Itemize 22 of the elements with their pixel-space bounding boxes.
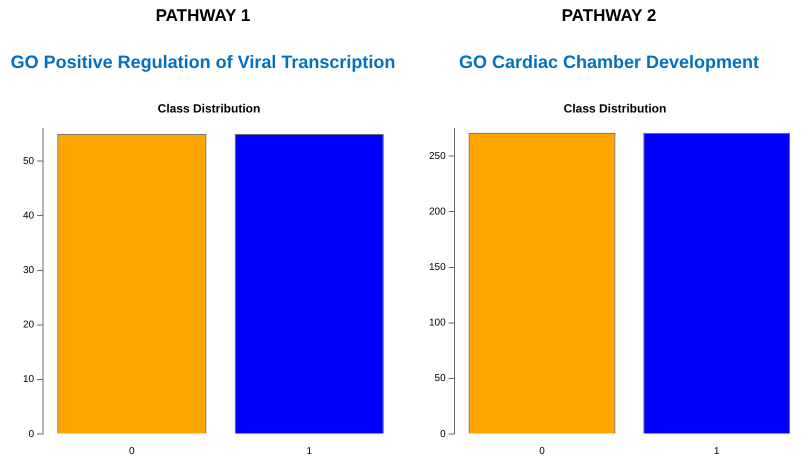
y-tick-label: 150 xyxy=(428,262,446,274)
y-tick-label: 50 xyxy=(434,373,446,384)
y-tick-label: 10 xyxy=(23,374,35,386)
y-tick-label: 20 xyxy=(23,320,35,331)
chart-title: PATHWAY 2 xyxy=(560,6,658,26)
y-tick-label: 100 xyxy=(428,318,446,329)
chart-subtitle: GO Cardiac Chamber Development xyxy=(458,52,760,73)
y-tick-label: 50 xyxy=(23,156,35,167)
x-tick-label: 0 xyxy=(129,446,136,457)
y-tick-label: 30 xyxy=(23,265,35,276)
x-tick-label: 1 xyxy=(714,446,720,457)
x-tick-label: 1 xyxy=(306,446,312,457)
y-tick-label: 250 xyxy=(428,150,446,162)
text: Class Distribution xyxy=(564,102,666,116)
y-tick-label: 0 xyxy=(28,428,35,440)
x-tick-label: 0 xyxy=(539,446,546,457)
chart-subtitle: GO Positive Regulation of Viral Transcription xyxy=(10,52,396,73)
y-tick-label: 200 xyxy=(428,206,446,218)
y-tick-label: 40 xyxy=(23,210,35,222)
y-tick-label: 0 xyxy=(440,428,446,440)
text: Class Distribution xyxy=(158,102,260,116)
chart-title: PATHWAY 1 xyxy=(154,6,252,26)
